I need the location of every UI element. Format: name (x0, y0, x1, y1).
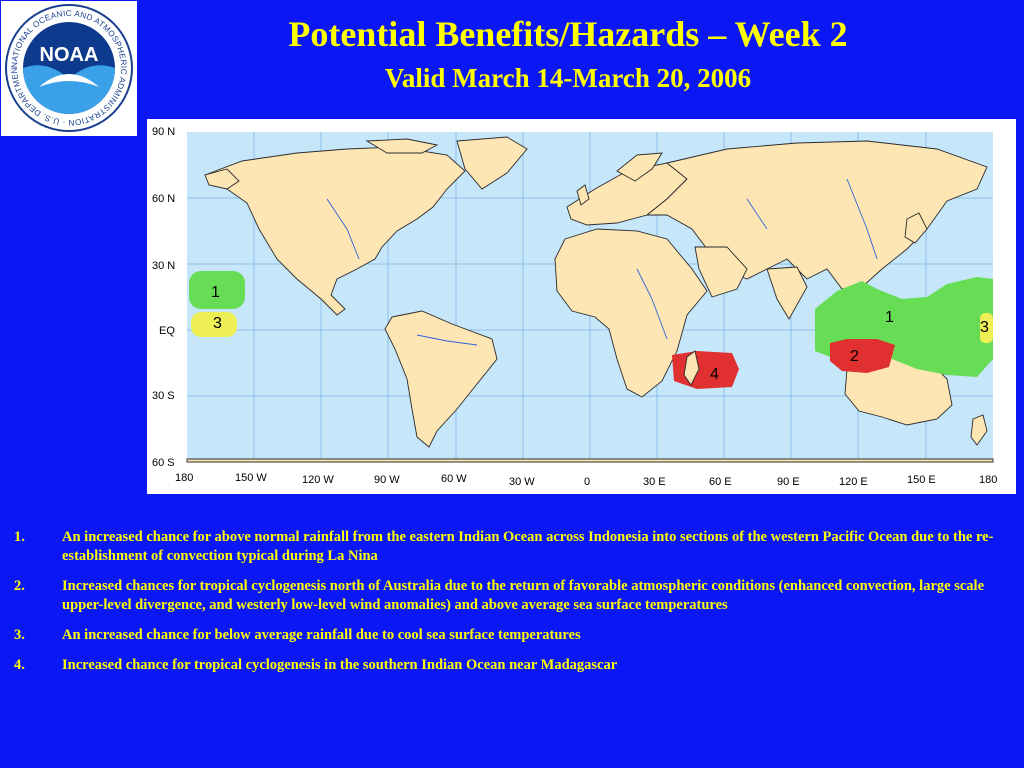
note-number: 4. (14, 657, 25, 673)
note-text: Increased chances for tropical cyclogene… (62, 578, 985, 613)
region-3-east (980, 313, 993, 343)
africa (554, 228, 708, 398)
madagascar-overlay (683, 350, 700, 386)
longitude-labels: 180 150 W 120 W 90 W 60 W 30 W 0 30 E 60… (175, 472, 997, 488)
south-america (384, 310, 498, 448)
region-label-1-east: 1 (885, 309, 894, 326)
noaa-emblem: NATIONAL OCEANIC AND ATMOSPHERIC ADMINIS… (0, 0, 133, 132)
note-number: 2. (14, 578, 25, 594)
land (186, 136, 994, 463)
noaa-logo: NATIONAL OCEANIC AND ATMOSPHERIC ADMINIS… (0, 0, 137, 136)
lon-label-90e: 90 E (777, 476, 800, 488)
lon-label-60e: 60 E (709, 476, 732, 488)
lat-label-60n: 60 N (152, 193, 175, 205)
region-2 (830, 339, 895, 373)
lon-label-180e: 180 (979, 474, 997, 486)
logo-bird (39, 74, 99, 87)
latitude-labels: 90 N 60 N 30 N EQ 30 S 60 S (152, 126, 175, 469)
lon-label-30w: 30 W (509, 476, 535, 488)
logo-center-text: NOAA (40, 44, 99, 66)
world-map: 1 3 1 2 3 4 90 N 60 N 30 N EQ 30 S 60 S … (147, 119, 1016, 494)
note-item: 1. An increased chance for above normal … (14, 528, 1016, 566)
note-item: 3. An increased chance for below average… (14, 626, 1016, 645)
hazard-regions (189, 271, 993, 389)
note-item: 4. Increased chance for tropical cycloge… (14, 656, 1016, 675)
note-text: An increased chance for above normal rai… (62, 529, 994, 564)
region-label-4: 4 (710, 366, 719, 383)
hazard-notes-list: 1. An increased chance for above normal … (14, 528, 1016, 686)
rivers (326, 178, 878, 346)
lat-label-90n: 90 N (152, 126, 175, 138)
lon-label-120w: 120 W (302, 474, 334, 486)
region-label-1-west: 1 (211, 284, 220, 301)
region-label-2: 2 (850, 348, 859, 365)
region-1-west (189, 271, 245, 309)
note-text: An increased chance for below average ra… (62, 627, 581, 643)
region-label-3-west: 3 (213, 315, 222, 332)
arabia (694, 246, 748, 298)
lon-label-0: 0 (584, 476, 590, 488)
canadian-arctic (365, 138, 439, 154)
region-label-3-east: 3 (980, 319, 989, 336)
region-4 (672, 351, 739, 389)
british-isles (576, 184, 590, 206)
lat-label-eq: EQ (159, 325, 175, 337)
note-item: 2. Increased chances for tropical cyclog… (14, 577, 1016, 615)
note-number: 3. (14, 627, 25, 643)
alaska (204, 168, 240, 190)
scandinavia (616, 152, 663, 182)
region-labels: 1 3 1 2 3 4 (211, 284, 989, 383)
lon-label-30e: 30 E (643, 476, 666, 488)
note-number: 1. (14, 529, 25, 545)
lat-label-30n: 30 N (152, 260, 175, 272)
page-title: Potential Benefits/Hazards – Week 2 (288, 14, 848, 54)
japan (904, 212, 928, 244)
india (766, 266, 808, 320)
lon-label-180w: 180 (175, 472, 193, 484)
antarctica-edge (186, 458, 994, 463)
lon-label-150w: 150 W (235, 472, 267, 484)
lon-label-120e: 120 E (839, 476, 868, 488)
lat-label-30s: 30 S (152, 390, 175, 402)
lon-label-60w: 60 W (441, 473, 467, 485)
lon-label-90w: 90 W (374, 474, 400, 486)
lat-label-60s: 60 S (152, 457, 175, 469)
page-subtitle: Valid March 14-March 20, 2006 (384, 63, 752, 93)
logo-sea (23, 65, 115, 114)
greenland (456, 136, 528, 190)
new-zealand (970, 414, 988, 446)
note-text: Increased chance for tropical cyclogenes… (62, 657, 618, 673)
region-3-west (191, 312, 237, 337)
lon-label-150e: 150 E (907, 474, 936, 486)
